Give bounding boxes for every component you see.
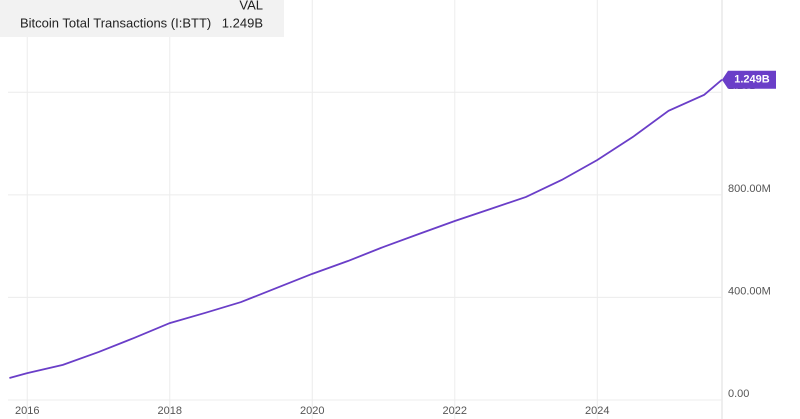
y-tick-label: 0.00: [728, 388, 749, 400]
x-tick-label: 2022: [443, 405, 467, 417]
y-tick-label: 400.00M: [728, 285, 771, 297]
legend-name: Bitcoin Total Transactions (I:BTT): [20, 15, 211, 30]
end-label-box: [722, 70, 776, 89]
x-tick-label: 2018: [158, 405, 182, 417]
y-tick-label: 800.00M: [728, 183, 771, 195]
legend-box: [0, 0, 284, 37]
x-tick-label: 2020: [300, 405, 324, 417]
end-label: 1.249B: [734, 74, 770, 86]
legend-header: VAL: [239, 0, 263, 12]
x-tick-label: 2016: [15, 405, 39, 417]
legend-value: 1.249B: [222, 15, 263, 30]
x-tick-label: 2024: [585, 405, 609, 417]
series-line: [9, 79, 723, 379]
